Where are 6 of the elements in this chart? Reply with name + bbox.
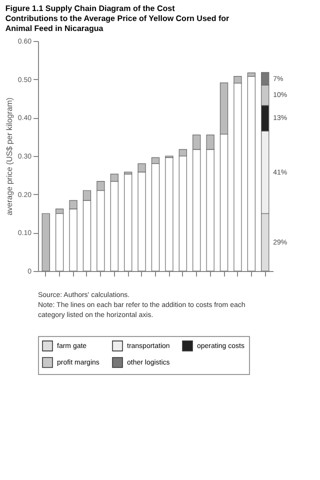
chart-title: Figure 1.1 Supply Chain Diagram of the Cost Contributions to the Average Price of Yellow Corn Used for Animal Feed in Nicaragua bbox=[5, 4, 230, 33]
y-axis-title: average price (US$ per kilogram) bbox=[4, 97, 14, 216]
bar bbox=[42, 213, 50, 272]
bar bbox=[124, 174, 132, 272]
bar bbox=[165, 157, 174, 272]
bar bbox=[247, 76, 256, 272]
